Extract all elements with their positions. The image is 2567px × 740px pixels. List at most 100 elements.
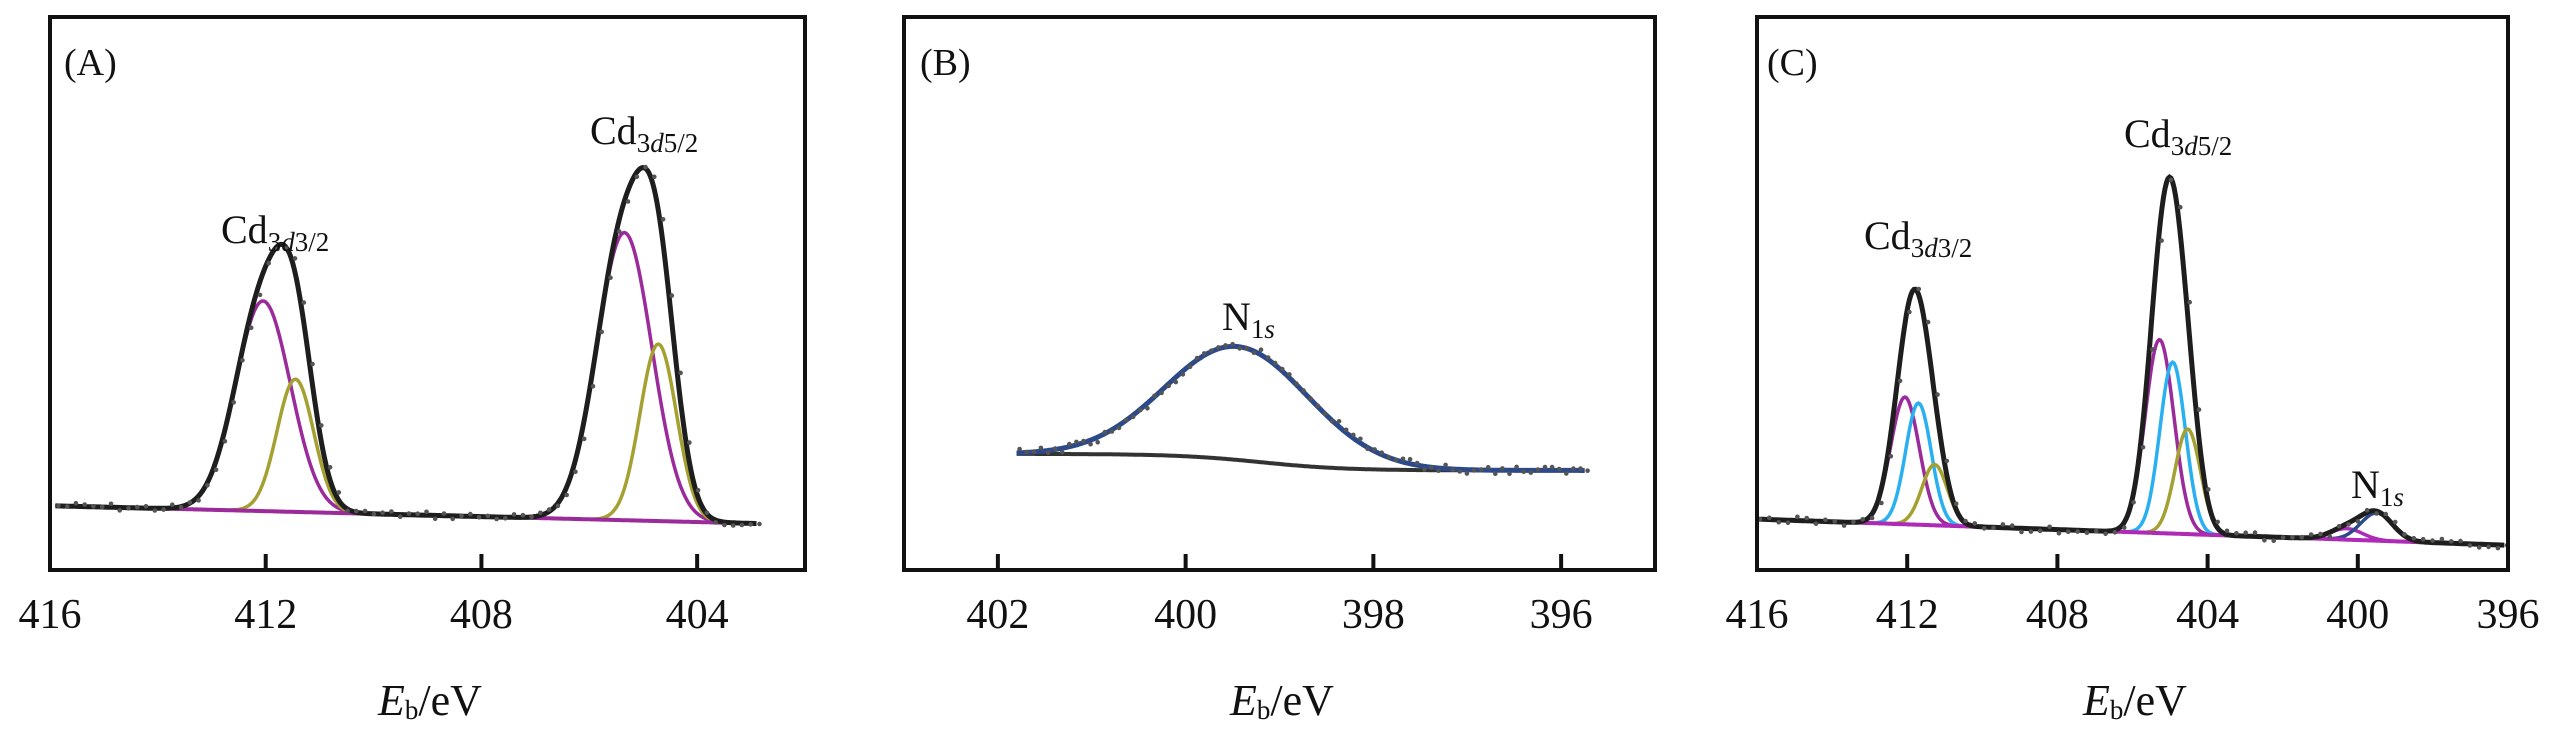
data-point — [178, 504, 184, 510]
data-point — [240, 358, 245, 363]
data-point — [2476, 545, 2482, 550]
plot-area — [55, 164, 762, 528]
plot-frame — [902, 15, 1657, 572]
data-point — [187, 500, 193, 505]
data-point — [1145, 406, 1150, 411]
data-point — [1464, 471, 1470, 476]
data-point — [170, 502, 175, 508]
data-point — [1067, 441, 1072, 447]
data-point — [2486, 544, 2491, 550]
data-point — [1116, 425, 1122, 431]
data-point — [2131, 500, 2136, 505]
data-point — [1400, 456, 1406, 462]
data-point — [1173, 379, 1179, 385]
data-point — [459, 513, 464, 519]
data-point — [1074, 439, 1079, 445]
data-point — [722, 522, 727, 528]
envelope-fit-line — [1016, 343, 1585, 473]
data-point — [2430, 538, 2435, 543]
data-point — [678, 370, 683, 376]
data-point — [292, 256, 298, 261]
x-axis-title: Eb/eV — [1229, 676, 1334, 725]
data-point — [1888, 454, 1894, 459]
data-point — [2234, 531, 2239, 536]
panel-label: (C) — [1767, 42, 1818, 84]
data-point — [371, 511, 377, 517]
data-point — [213, 467, 219, 473]
data-point — [301, 300, 307, 305]
data-point — [336, 490, 342, 495]
data-point — [2458, 538, 2463, 544]
component-peak-1 — [55, 377, 757, 526]
data-point — [538, 510, 543, 516]
data-point — [1024, 449, 1029, 455]
data-point — [310, 361, 315, 367]
data-point — [2196, 407, 2202, 412]
data-point — [1436, 468, 1441, 474]
data-point — [1953, 501, 1959, 507]
data-point — [1329, 419, 1335, 424]
data-point — [748, 522, 753, 527]
data-point — [1138, 407, 1143, 413]
data-point — [468, 511, 473, 517]
data-point — [2103, 531, 2108, 536]
data-point — [2122, 525, 2127, 530]
data-point — [424, 509, 429, 515]
data-point — [1535, 467, 1541, 472]
data-point — [2047, 524, 2052, 530]
data-point — [2019, 529, 2024, 535]
data-point — [1159, 390, 1164, 396]
plot-frame — [48, 15, 807, 572]
data-point — [1981, 526, 1987, 531]
x-tick-label-416: 416 — [19, 592, 82, 638]
panel-c: 416 412 408 404 400 396 (C) Cd3d3/2 Cd3d5/2 N… — [1726, 15, 2540, 725]
data-point — [1907, 309, 1912, 315]
data-point — [1152, 393, 1157, 399]
data-point — [1963, 518, 1968, 524]
data-point — [1102, 429, 1108, 435]
data-point — [1897, 378, 1903, 384]
data-point — [2168, 177, 2174, 183]
data-point — [1372, 447, 1377, 452]
data-point — [1556, 466, 1562, 472]
peak-label-cd3d3-2: Cd3d3/2 — [1864, 213, 1972, 263]
component-peak-3 — [55, 342, 757, 526]
data-point — [143, 504, 149, 509]
data-point — [319, 423, 324, 428]
data-point — [1785, 520, 1791, 526]
data-point — [266, 260, 272, 266]
data-point — [2150, 347, 2155, 352]
peak-label-cd3d5-2: Cd3d5/2 — [590, 108, 698, 158]
component-peak-2 — [55, 230, 757, 526]
data-point — [1795, 514, 1800, 520]
data-point — [2000, 522, 2006, 527]
data-point — [1294, 381, 1299, 387]
data-point — [108, 501, 114, 507]
data-point — [1045, 450, 1051, 456]
data-point — [476, 515, 482, 520]
data-point — [1095, 440, 1100, 445]
data-point — [2112, 530, 2118, 535]
data-point — [739, 522, 745, 528]
data-point — [643, 164, 648, 170]
data-point — [354, 508, 359, 514]
data-point — [1514, 464, 1519, 470]
data-point — [1187, 364, 1193, 370]
x-axis-ticks: 416 412 408 404 — [19, 554, 729, 638]
data-point — [1767, 515, 1772, 521]
data-point — [1336, 419, 1342, 424]
data-point — [1365, 446, 1370, 452]
x-tick-label-402: 402 — [966, 592, 1029, 638]
data-point — [222, 439, 228, 444]
data-point — [1478, 467, 1484, 472]
panel-label: (B) — [920, 42, 971, 84]
envelope-fit-line — [55, 165, 757, 526]
data-point — [1393, 457, 1399, 463]
data-point — [1471, 468, 1477, 473]
data-point — [1500, 466, 1505, 471]
data-point — [2271, 538, 2276, 543]
peak-label-n1s: N1s — [1222, 294, 1275, 344]
data-point — [660, 217, 666, 222]
data-point — [2355, 519, 2361, 524]
data-point — [1258, 347, 1264, 353]
